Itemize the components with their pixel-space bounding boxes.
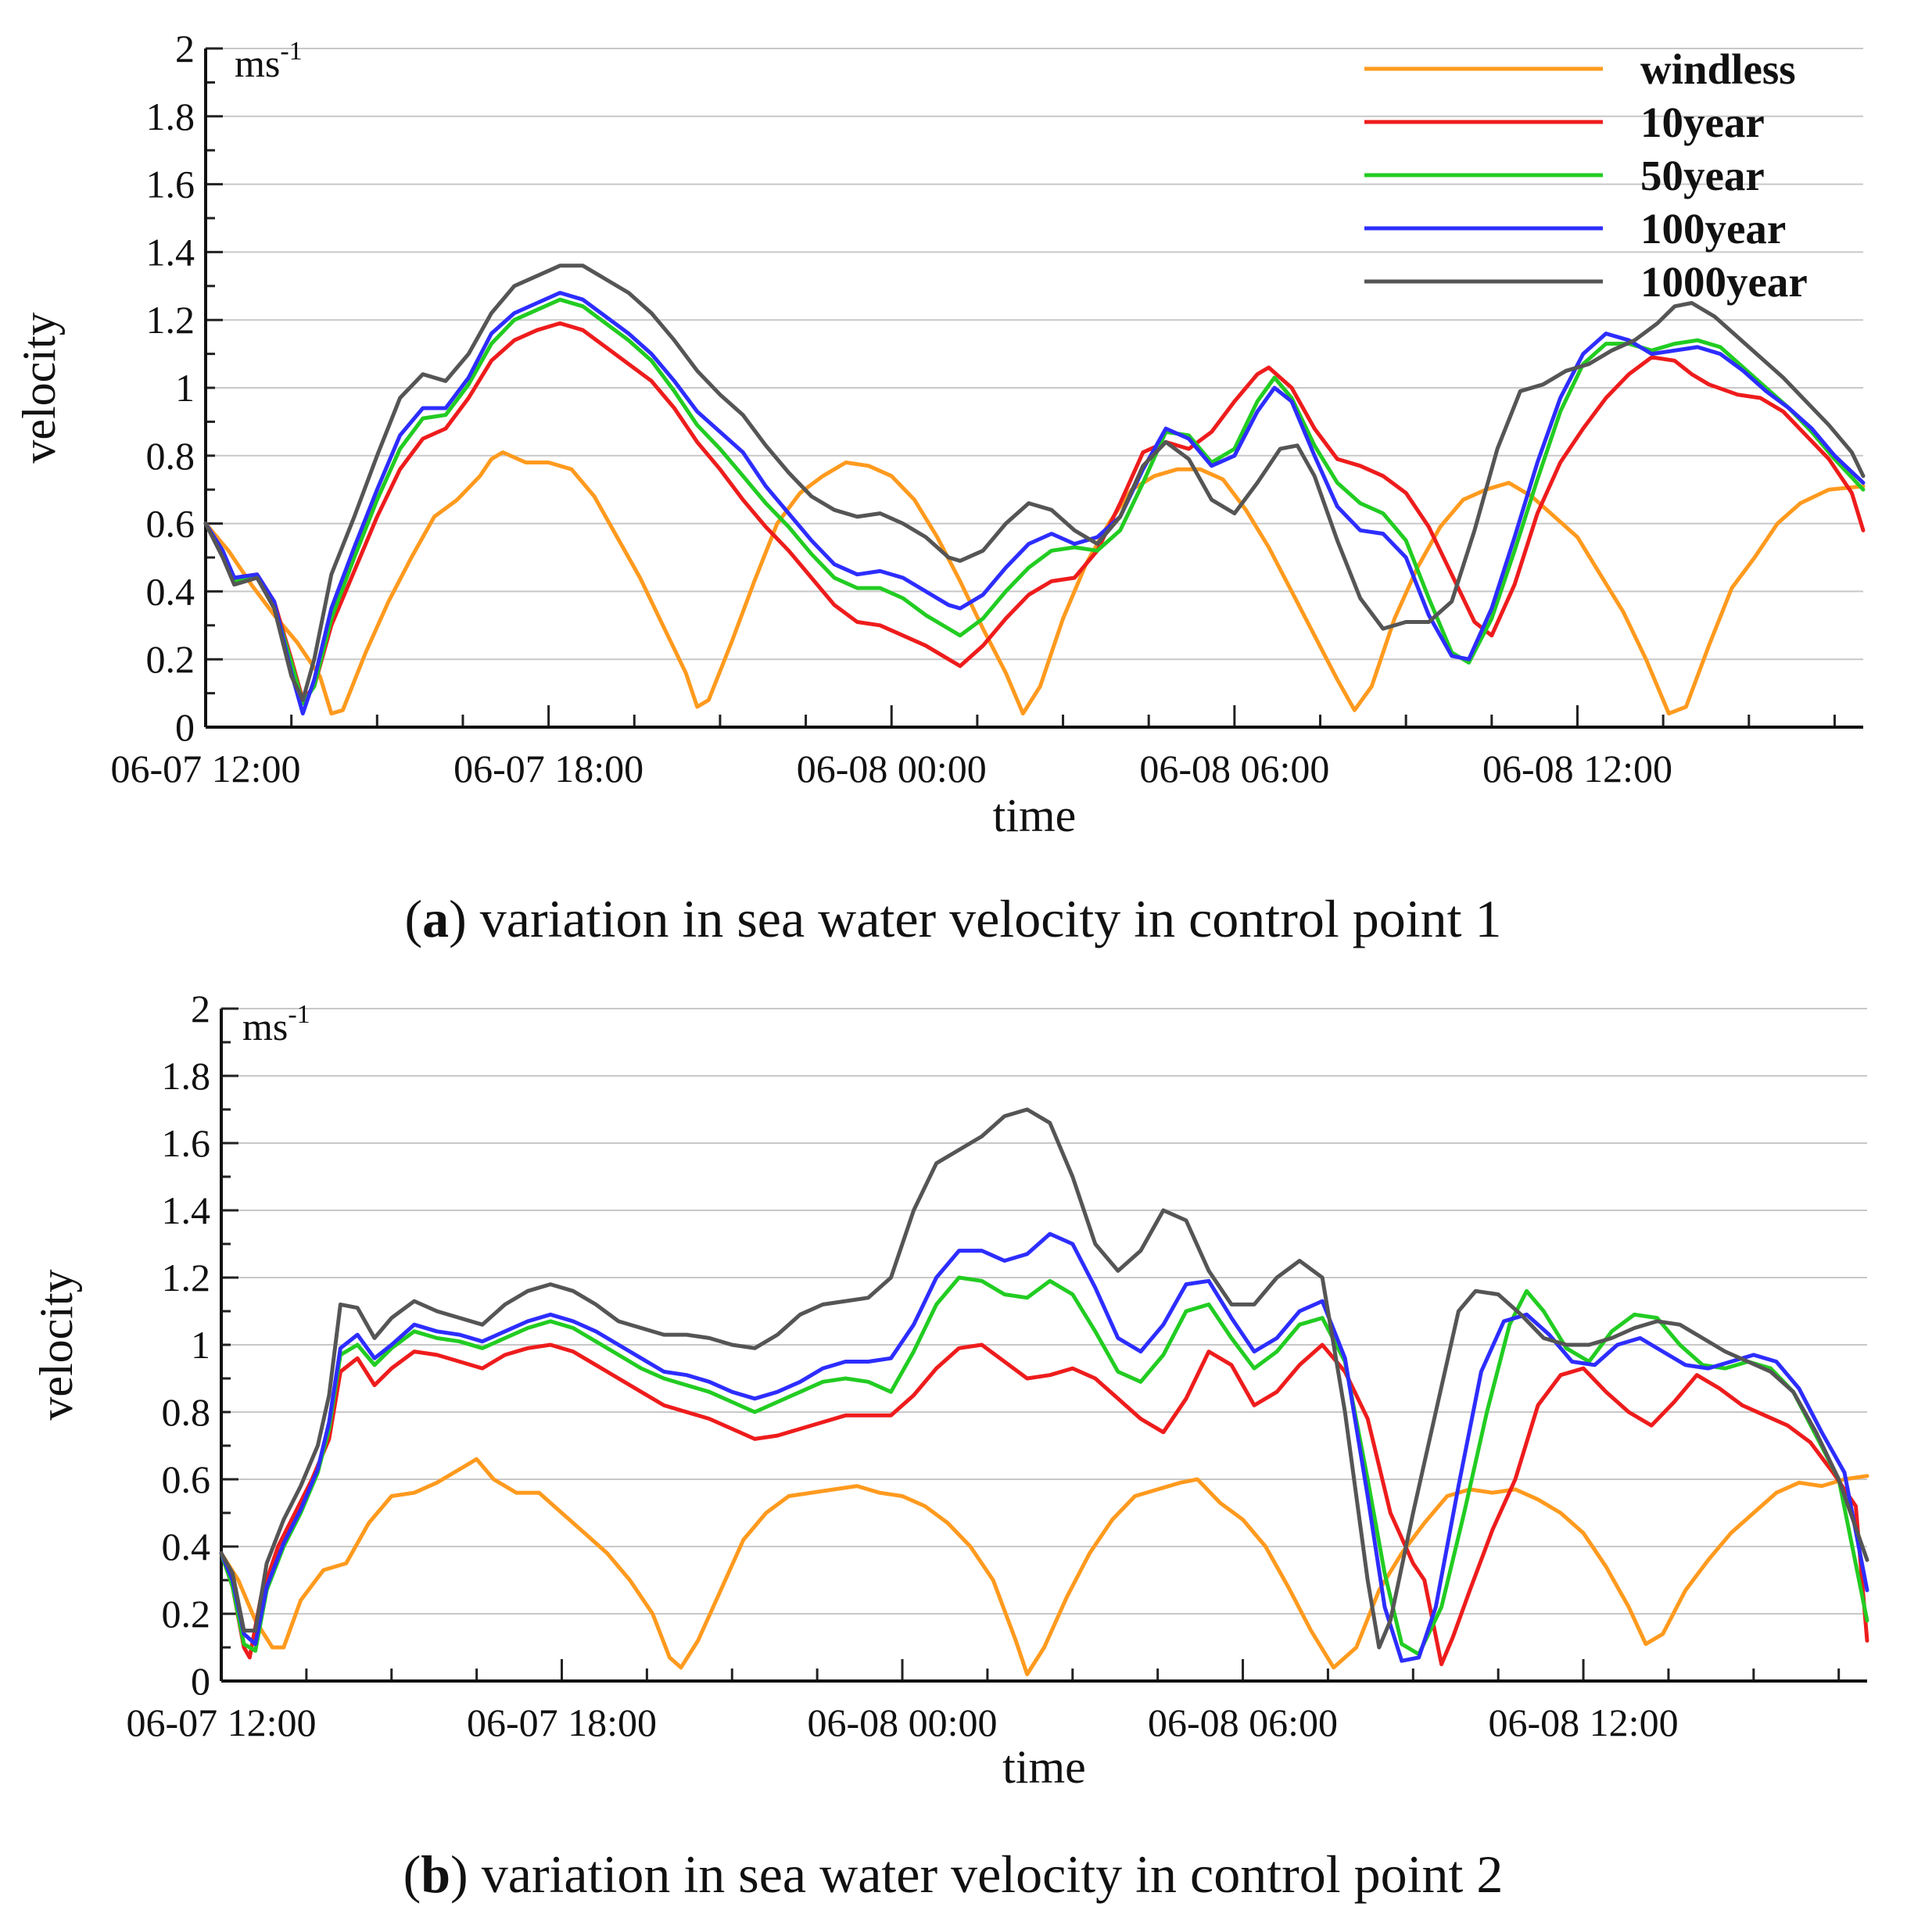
x-axis-label: time xyxy=(993,790,1077,841)
y-tick-label: 2 xyxy=(175,27,195,70)
y-tick-label: 0.4 xyxy=(162,1525,211,1568)
y-tick-label: 0 xyxy=(191,1659,210,1703)
y-tick-label: 1 xyxy=(175,366,195,410)
unit-label: ms-1 xyxy=(242,1000,310,1048)
x-tick-label: 06-07 18:00 xyxy=(453,747,643,790)
series-line-50year xyxy=(203,297,1866,706)
y-tick-label: 1.6 xyxy=(146,163,195,206)
y-tick-label: 1.8 xyxy=(146,95,195,138)
y-tick-label: 0.2 xyxy=(162,1592,211,1636)
unit-label: ms-1 xyxy=(235,37,303,85)
y-tick-label: 0.4 xyxy=(146,569,195,613)
series-line-100year xyxy=(219,1231,1869,1663)
y-tick-label: 2 xyxy=(191,987,210,1031)
x-tick-label: 06-08 12:00 xyxy=(1482,747,1672,790)
y-tick-label: 1.6 xyxy=(162,1121,211,1165)
legend-label-windless: windless xyxy=(1640,45,1796,93)
series-line-10year xyxy=(219,1342,1869,1666)
x-tick-label: 06-08 00:00 xyxy=(797,747,987,790)
caption: (a) variation in sea water velocity in c… xyxy=(404,889,1501,948)
caption-open: ( xyxy=(403,1844,421,1904)
legend-label-50year: 50year xyxy=(1640,152,1765,199)
caption-text: ) variation in sea water velocity in con… xyxy=(450,1844,1503,1904)
legend-label-100year: 100year xyxy=(1640,205,1786,253)
y-tick-label: 0.6 xyxy=(146,502,195,546)
x-tick-label: 06-07 18:00 xyxy=(467,1701,657,1744)
unit-exponent: -1 xyxy=(288,1000,310,1029)
y-tick-label: 0.6 xyxy=(162,1457,211,1501)
unit-exponent: -1 xyxy=(280,37,302,66)
series-line-windless xyxy=(203,450,1866,716)
x-tick-label: 06-07 12:00 xyxy=(126,1701,316,1744)
caption: (b) variation in sea water velocity in c… xyxy=(403,1844,1504,1904)
series-line-windless xyxy=(219,1457,1869,1676)
series-line-1000year xyxy=(219,1107,1869,1650)
x-tick-label: 06-08 00:00 xyxy=(808,1701,998,1744)
caption-letter: b xyxy=(421,1844,450,1904)
series-line-10year xyxy=(203,321,1866,702)
y-tick-label: 0 xyxy=(175,705,195,749)
y-tick-label: 1.4 xyxy=(146,230,195,274)
caption-text: ) variation in sea water velocity in con… xyxy=(449,889,1501,948)
legend-label-10year: 10year xyxy=(1640,99,1765,146)
x-tick-label: 06-08 06:00 xyxy=(1139,747,1329,790)
x-axis-label: time xyxy=(1002,1741,1086,1793)
y-tick-label: 1.2 xyxy=(162,1256,211,1299)
chart-panel-a: 0 0.2 0.4 0.6 0.8 1 1.2 1.4 1.6 1.8 2 06-07 12:00 06… xyxy=(13,27,1866,948)
series-line-100year xyxy=(203,291,1866,716)
y-tick-label: 1.8 xyxy=(162,1054,211,1098)
y-tick-label: 1 xyxy=(191,1323,210,1367)
y-axis-label: velocity xyxy=(13,312,65,463)
series-line-1000year xyxy=(203,263,1866,702)
legend-label-1000year: 1000year xyxy=(1640,258,1808,306)
y-tick-label: 0.8 xyxy=(146,434,195,478)
y-tick-label: 1.4 xyxy=(162,1188,211,1232)
y-tick-label: 0.8 xyxy=(162,1390,211,1434)
y-tick-label: 0.2 xyxy=(146,637,195,681)
caption-letter: a xyxy=(422,889,449,948)
y-axis-label: velocity xyxy=(30,1269,82,1420)
y-tick-label: 1.2 xyxy=(146,298,195,342)
caption-open: ( xyxy=(404,889,422,948)
x-tick-label: 06-08 06:00 xyxy=(1148,1701,1338,1744)
x-tick-label: 06-08 12:00 xyxy=(1489,1701,1679,1744)
series-line-50year xyxy=(219,1275,1869,1657)
x-tick-label: 06-07 12:00 xyxy=(110,747,300,790)
chart-panel-b: 0 0.2 0.4 0.6 0.8 1 1.2 1.4 1.6 1.8 2 06-07 12:00 06… xyxy=(30,987,1869,1904)
